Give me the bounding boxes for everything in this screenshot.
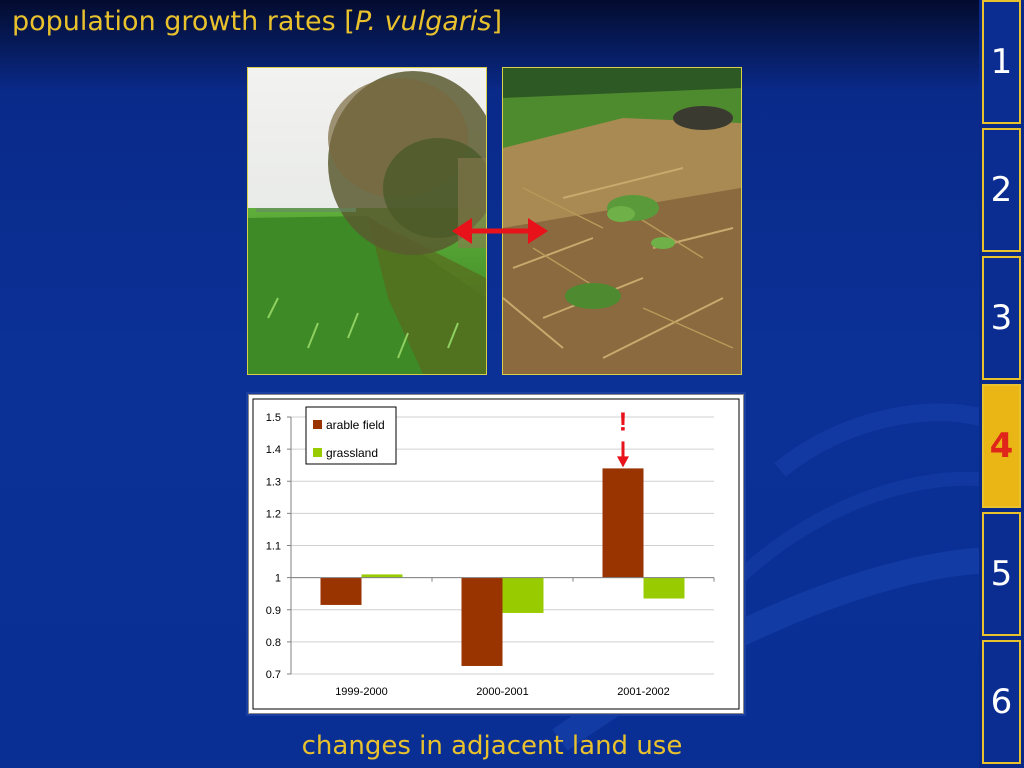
growth-rate-chart: 1.5 1.4 1.3 1.2 1.1 1 0.9 0.8 0.7 1999-2000 2000-2… xyxy=(248,394,744,714)
bar-grassland-1999-2000 xyxy=(361,574,403,578)
y-tick-label: 1.2 xyxy=(266,508,281,520)
y-tick-label: 1.4 xyxy=(266,444,281,456)
bar-arable-field-2000-2001 xyxy=(461,577,503,666)
x-tick-label: 1999-2000 xyxy=(335,686,388,698)
legend-label: arable field xyxy=(326,418,385,432)
double-arrow-icon xyxy=(452,218,548,244)
bar-grassland-2000-2001 xyxy=(502,577,544,613)
bar-arable-field-2001-2002 xyxy=(602,468,644,578)
annotation-exclamation: ! xyxy=(619,406,628,436)
title-prefix: population growth rates [ xyxy=(12,6,355,37)
nav-tab-4[interactable]: 4 xyxy=(982,384,1021,508)
nav-tab-5[interactable]: 5 xyxy=(982,512,1021,636)
y-tick-label: 1.5 xyxy=(266,412,281,424)
nav-tab-1[interactable]: 1 xyxy=(982,0,1021,124)
x-tick-label: 2000-2001 xyxy=(476,686,529,698)
willow-hedge-grassland-photo xyxy=(247,67,487,375)
legend-swatch xyxy=(313,448,322,457)
slide-caption: changes in adjacent land use xyxy=(301,731,683,761)
leaf-litter-primrose-photo xyxy=(502,67,742,375)
bar-arable-field-1999-2000 xyxy=(320,577,362,605)
y-tick-label: 1.3 xyxy=(266,476,281,488)
y-tick-label: 0.9 xyxy=(266,605,281,617)
bar-grassland-2001-2002 xyxy=(643,577,685,599)
y-tick-label: 1.1 xyxy=(266,541,281,553)
nav-tab-2[interactable]: 2 xyxy=(982,128,1021,252)
x-tick-label: 2001-2002 xyxy=(617,686,670,698)
y-tick-label: 0.8 xyxy=(266,637,281,649)
legend-label: grassland xyxy=(326,446,378,460)
species-name: P. vulgaris xyxy=(354,6,492,37)
title-suffix: ] xyxy=(491,6,503,37)
annotation-arrow-head xyxy=(617,456,629,468)
chart-canvas: 1.5 1.4 1.3 1.2 1.1 1 0.9 0.8 0.7 1999-2000 2000-2… xyxy=(252,398,740,710)
legend-swatch xyxy=(313,420,322,429)
nav-tab-6[interactable]: 6 xyxy=(982,640,1021,764)
y-tick-label: 1 xyxy=(275,573,281,585)
nav-tab-3[interactable]: 3 xyxy=(982,256,1021,380)
slide-title: population growth rates [P. vulgaris] xyxy=(12,6,502,37)
y-tick-label: 0.7 xyxy=(266,669,281,681)
